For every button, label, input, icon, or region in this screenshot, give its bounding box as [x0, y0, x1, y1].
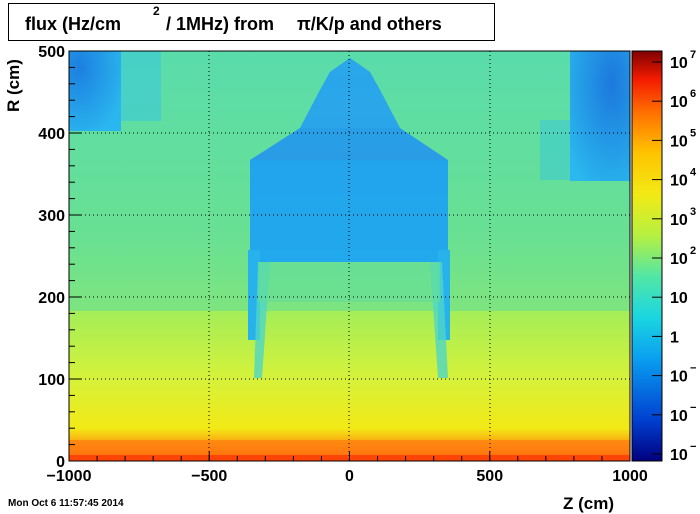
- y-axis-label: R (cm): [4, 59, 23, 112]
- x-tick-label: 500: [476, 468, 503, 485]
- colorbar-tick-label: 10: [670, 290, 688, 307]
- x-axis-label: Z (cm): [563, 494, 614, 513]
- colorbar-tick-exponent: 5: [690, 127, 696, 139]
- y-tick-label: 300: [38, 208, 65, 225]
- colorbar-tick-label: 10: [670, 369, 688, 386]
- colorbar-tick-exponent: −: [690, 441, 696, 453]
- x-tick-label: −1000: [47, 468, 92, 485]
- colorbar-tick-exponent: 3: [690, 206, 696, 218]
- y-tick-label: 500: [38, 44, 65, 61]
- y-tick-label: 200: [38, 290, 65, 307]
- colorbar-tick-exponent: 6: [690, 88, 696, 100]
- colorbar-tick-exponent: 4: [690, 167, 697, 179]
- colorbar-tick-label: 10: [670, 55, 688, 72]
- x-tick-label: 0: [345, 468, 354, 485]
- colorbar-tick-label: 10: [670, 447, 688, 464]
- y-tick-label: 0: [56, 454, 65, 471]
- y-tick-label: 400: [38, 126, 65, 143]
- x-axis: −1000 −500 0 500 1000: [47, 451, 648, 485]
- title-text-units: / 1MHz) from: [166, 14, 274, 34]
- title-text-particles: π/K/p and others: [297, 14, 442, 34]
- chart-title: flux (Hz/cm 2 / 1MHz) from π/K/p and oth…: [8, 3, 495, 41]
- title-superscript: 2: [153, 4, 160, 18]
- y-axis: 0 100 200 300 400 500: [38, 44, 81, 471]
- colorbar-tick-label: 10: [670, 251, 688, 268]
- colorbar-tick-exponent: −: [690, 363, 696, 375]
- colorbar-tick-label: 10: [670, 408, 688, 425]
- x-tick-label: 1000: [612, 468, 648, 485]
- colorbar-tick-label: 1: [670, 329, 679, 346]
- timestamp: Mon Oct 6 11:57:45 2014: [8, 498, 124, 509]
- colorbar-tick-label: 10: [670, 133, 688, 150]
- colorbar-tick-exponent: −: [690, 402, 696, 414]
- colorbar-tick-exponent: 7: [690, 49, 696, 61]
- colorbar-tick-label: 10: [670, 212, 688, 229]
- colorbar: [631, 50, 663, 462]
- y-tick-label: 100: [38, 372, 65, 389]
- grid: [69, 51, 630, 461]
- colorbar-tick-label: 10: [670, 94, 688, 111]
- x-tick-label: −500: [191, 468, 227, 485]
- title-text-flux: flux (Hz/cm: [25, 14, 122, 34]
- colorbar-tick-label: 10: [670, 173, 688, 190]
- colorbar-tick-exponent: 2: [690, 245, 696, 257]
